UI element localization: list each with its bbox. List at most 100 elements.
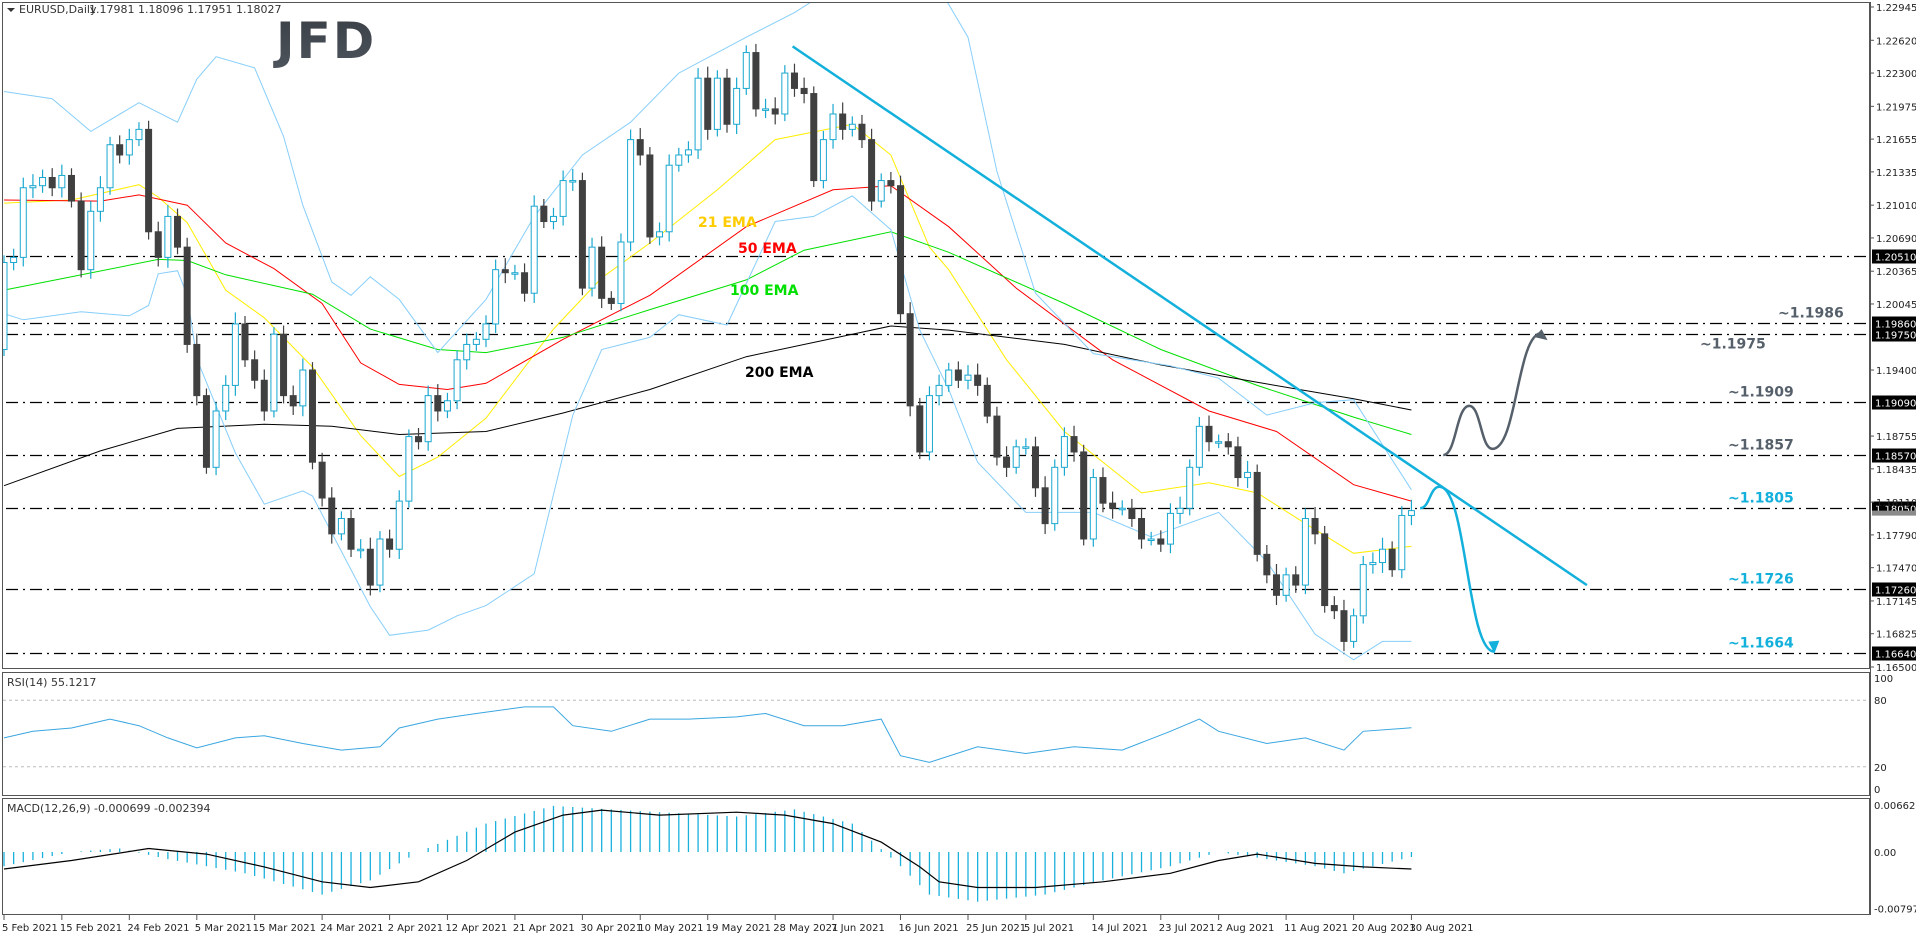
candle-body bbox=[19, 187, 27, 258]
macd-panel[interactable] bbox=[2, 798, 1870, 915]
bull-candle bbox=[299, 358, 307, 417]
candle-body bbox=[839, 113, 847, 130]
candle-body bbox=[299, 369, 307, 407]
candle-body bbox=[337, 518, 345, 535]
bull-candle bbox=[1186, 459, 1194, 516]
candle-body bbox=[675, 154, 683, 166]
bear-candle bbox=[1003, 446, 1011, 478]
chart-symbol: EURUSD,Daily bbox=[19, 3, 97, 16]
collapse-triangle-icon[interactable] bbox=[7, 8, 15, 12]
bull-candle bbox=[29, 174, 37, 199]
level-axis-tag: 1.19090 bbox=[1872, 395, 1916, 410]
date-tick-label: 14 Jul 2021 bbox=[1091, 923, 1148, 934]
candle-body bbox=[222, 384, 230, 412]
rsi-title: RSI(14) 55.1217 bbox=[7, 676, 96, 689]
candle-body bbox=[202, 395, 210, 468]
ema21-label: 21 EMA bbox=[698, 215, 757, 231]
candle-body bbox=[357, 548, 365, 552]
bull-candle bbox=[819, 130, 827, 189]
bear-candle bbox=[260, 369, 268, 421]
candle-body bbox=[704, 77, 712, 130]
candle-body bbox=[395, 500, 403, 550]
candle-body bbox=[29, 185, 37, 189]
bear-candle bbox=[1157, 530, 1165, 552]
level-axis-tag: 1.19860 bbox=[1872, 316, 1916, 331]
date-tick-label: 15 Mar 2021 bbox=[253, 923, 316, 934]
level-axis-box bbox=[1872, 327, 1916, 342]
price-tick-label: 1.21335 bbox=[1876, 168, 1916, 179]
bull-candle bbox=[87, 201, 95, 279]
bull-candle bbox=[742, 45, 750, 95]
candle-body bbox=[328, 497, 336, 535]
bull-candle bbox=[569, 169, 577, 191]
date-tick-label: 16 Jun 2021 bbox=[899, 923, 959, 934]
bear-candle bbox=[598, 236, 606, 309]
bull-candle bbox=[588, 237, 596, 297]
candle-body bbox=[1272, 574, 1280, 596]
candle-body bbox=[366, 548, 374, 586]
bear-candle bbox=[347, 509, 355, 558]
candle-body bbox=[1147, 538, 1155, 541]
bear-candle bbox=[1388, 541, 1396, 577]
candle-body bbox=[1282, 574, 1290, 596]
bull-candle bbox=[19, 177, 27, 267]
date-tick-label: 5 Mar 2021 bbox=[195, 923, 252, 934]
candle-body bbox=[10, 256, 18, 264]
level-tag: ~1.1857 bbox=[1728, 438, 1794, 454]
bull-candle bbox=[337, 511, 345, 541]
bear-candle bbox=[1138, 507, 1146, 549]
candle-body bbox=[588, 246, 596, 289]
chart-ohlc: 1.17981 1.18096 1.17951 1.18027 bbox=[89, 3, 281, 16]
candle-body bbox=[511, 272, 519, 275]
bear-candle bbox=[1292, 566, 1300, 593]
candle-body bbox=[1263, 553, 1271, 576]
date-tick-label: 11 Aug 2021 bbox=[1284, 923, 1348, 934]
candle-body bbox=[1186, 466, 1194, 509]
level-tag: ~1.1726 bbox=[1728, 572, 1794, 588]
bear-candle bbox=[646, 147, 654, 245]
bull-candle bbox=[1051, 459, 1059, 531]
rsi-panel[interactable] bbox=[2, 672, 1870, 796]
price-tick-label: 1.22300 bbox=[1876, 69, 1916, 80]
candle-body bbox=[501, 269, 509, 274]
bull-candle bbox=[675, 147, 683, 172]
bear-candle bbox=[328, 487, 336, 544]
bull-candle bbox=[222, 375, 230, 421]
candle-body bbox=[617, 241, 625, 304]
bollinger-upper-line bbox=[3, 3, 1412, 491]
candle-body bbox=[1205, 425, 1213, 443]
level-axis-tag: 1.20510 bbox=[1872, 249, 1916, 264]
date-tick-label: 24 Feb 2021 bbox=[127, 923, 189, 934]
level-axis-label: 1.20510 bbox=[1875, 253, 1916, 264]
candle-body bbox=[1215, 441, 1223, 444]
candle-body bbox=[1031, 446, 1039, 489]
candle-body bbox=[1234, 446, 1242, 479]
price-tick-label: 1.18435 bbox=[1876, 465, 1916, 476]
rsi-tick-label: 100 bbox=[1874, 674, 1893, 685]
candle-body bbox=[897, 185, 905, 315]
bear-candle bbox=[145, 120, 153, 240]
candle-body bbox=[424, 395, 432, 443]
bull-candle bbox=[781, 65, 789, 122]
level-axis-box bbox=[1872, 646, 1916, 661]
bear-candle bbox=[318, 452, 326, 507]
level-axis-label: 1.19090 bbox=[1875, 399, 1916, 410]
bull-candle bbox=[848, 116, 856, 137]
bull-candle bbox=[96, 176, 104, 222]
candle-body bbox=[578, 180, 586, 289]
level-axis-tag: 1.16640 bbox=[1872, 646, 1916, 661]
candle-body bbox=[1388, 548, 1396, 571]
main-panel[interactable] bbox=[2, 2, 1870, 669]
candle-body bbox=[1301, 518, 1309, 586]
bull-candle bbox=[424, 385, 432, 451]
bull-candle bbox=[357, 539, 365, 559]
candle-body bbox=[627, 139, 635, 243]
date-tick-label: 20 Aug 2021 bbox=[1352, 923, 1416, 934]
candle-body bbox=[1176, 507, 1184, 514]
candle-body bbox=[318, 461, 326, 499]
bear-candle bbox=[993, 406, 1001, 466]
bull-candle bbox=[617, 233, 625, 312]
bull-candle bbox=[270, 327, 278, 418]
bear-candle bbox=[1253, 464, 1261, 562]
